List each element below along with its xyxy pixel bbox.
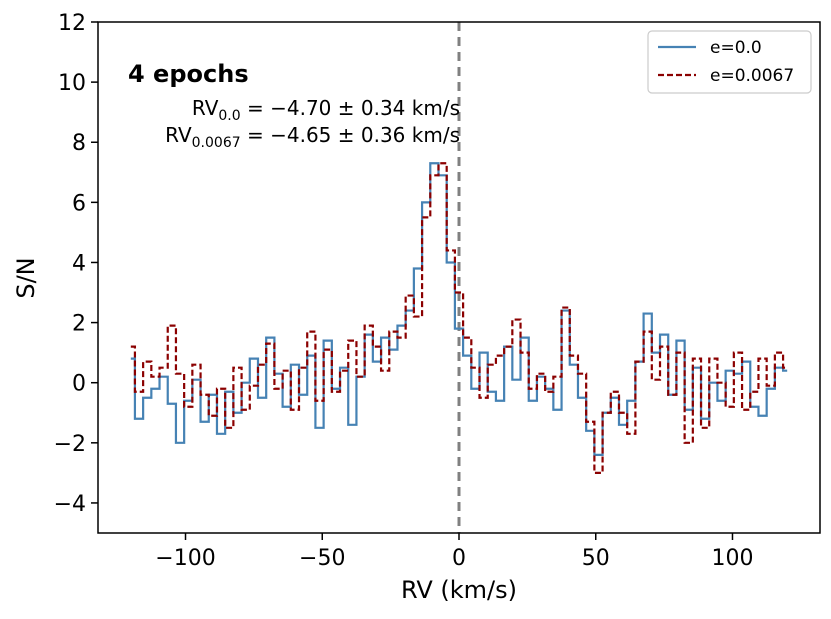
- y-tick-label: −4: [54, 492, 86, 517]
- annotation-rv-e0-subscript: 0.0: [218, 108, 240, 124]
- y-tick-label: 6: [72, 191, 86, 216]
- y-axis-label: S/N: [12, 257, 40, 298]
- legend: e=0.0 e=0.0067: [647, 30, 812, 94]
- y-tick-label: 12: [58, 11, 86, 36]
- x-axis: −100 −50 0 50 100: [155, 533, 753, 571]
- annotation-rv-e0067-value: = −4.65 ± 0.36 km/s: [241, 123, 460, 147]
- y-tick-label: 0: [72, 372, 86, 397]
- plot-frame: [97, 21, 821, 534]
- y-tick-label: 2: [72, 312, 86, 337]
- series-e0-line: [130, 162, 788, 456]
- x-tick-label: 50: [582, 546, 610, 571]
- y-axis: −4 −2 0 2 4 6 8 10 12: [54, 11, 98, 517]
- series-e0067-line: [130, 162, 788, 474]
- x-tick-label: 0: [452, 546, 466, 571]
- annotation-rv-e0: RV0.0 = −4.70 ± 0.34 km/s: [192, 96, 460, 124]
- y-tick-label: 10: [58, 71, 86, 96]
- annotation-title: 4 epochs: [128, 60, 249, 88]
- annotation-rv-e0-symbol: RV: [192, 96, 219, 120]
- x-tick-label: 100: [711, 546, 753, 571]
- annotation-box: 4 epochs RV0.0 = −4.70 ± 0.34 km/s RV0.0…: [128, 60, 460, 151]
- y-tick-label: 4: [72, 251, 86, 276]
- annotation-rv-e0067: RV0.0067 = −4.65 ± 0.36 km/s: [165, 123, 460, 151]
- y-tick-label: −2: [54, 432, 86, 457]
- x-tick-label: −50: [299, 546, 345, 571]
- annotation-rv-e0-value: = −4.70 ± 0.34 km/s: [241, 96, 460, 120]
- legend-label-e0067: e=0.0067: [710, 66, 794, 86]
- x-tick-label: −100: [155, 546, 215, 571]
- legend-label-e0: e=0.0: [710, 38, 762, 58]
- annotation-rv-e0067-symbol: RV: [165, 123, 192, 147]
- annotation-rv-e0067-subscript: 0.0067: [192, 135, 241, 151]
- y-tick-label: 8: [72, 131, 86, 156]
- x-axis-label: RV (km/s): [401, 576, 517, 604]
